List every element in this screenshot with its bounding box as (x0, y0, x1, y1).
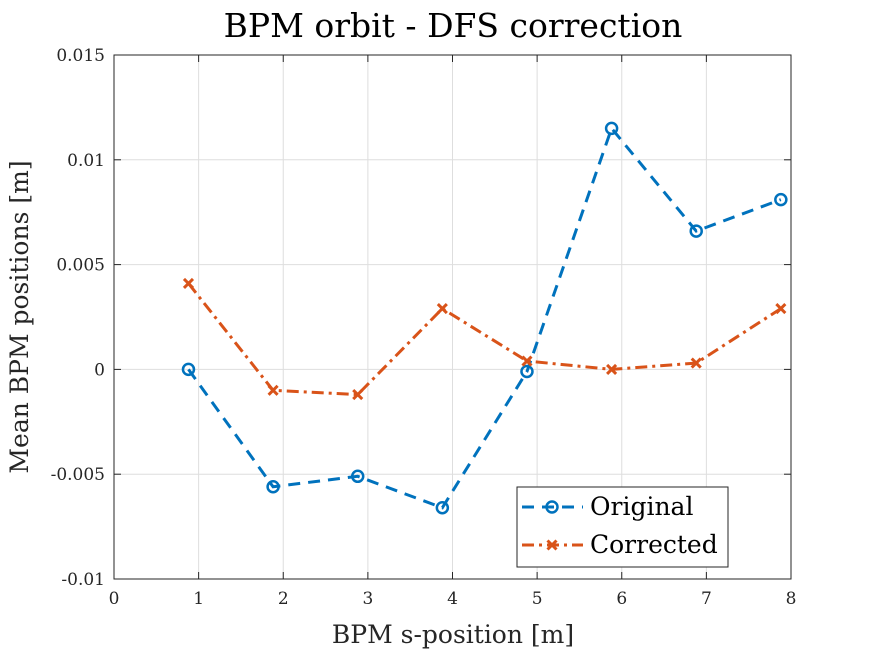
data-point-corrected-stroke (690, 357, 702, 369)
data-point-corrected-stroke (521, 355, 533, 367)
legend-marker-corrected-shape-stroke (546, 539, 558, 551)
legend-label-corrected: Corrected (590, 530, 718, 559)
ticks: 0 1 2 3 4 5 6 7 8 -0.01 -0.005 0 0.005 0.01 0.015 (51, 46, 797, 609)
series-line-corrected (187, 282, 782, 397)
legend-entry-corrected: Corrected (522, 530, 718, 559)
legend-marker-original-shape (545, 500, 559, 514)
x-tick-label: 2 (278, 589, 289, 609)
data-point-corrected (267, 384, 279, 396)
x-tick-label: 0 (109, 589, 120, 609)
data-point-corrected-stroke (606, 363, 618, 375)
data-point-original (604, 121, 619, 136)
y-tick-label: -0.005 (51, 465, 105, 485)
data-point-corrected-stroke (436, 303, 448, 315)
x-tick-label: 4 (447, 589, 458, 609)
legend-entry-original: Original (522, 492, 693, 521)
legend: Original Corrected (516, 486, 729, 568)
data-point-corrected (352, 388, 364, 401)
data-point-corrected-stroke (775, 303, 787, 315)
data-point-corrected (182, 277, 195, 290)
series-line-original (187, 125, 782, 510)
y-tick-label: 0.005 (56, 256, 105, 276)
y-tick-label: -0.01 (61, 570, 105, 590)
x-axis-title: BPM s-position [m] (332, 620, 574, 649)
x-tick-label: 8 (786, 589, 797, 609)
legend-marker-original (545, 500, 559, 514)
x-tick-label: 7 (701, 589, 712, 609)
y-tick-label: 0.015 (56, 46, 105, 66)
data-point-corrected-stroke (267, 384, 279, 396)
y-tick-label: 0.01 (67, 151, 105, 171)
data-point-original (689, 224, 703, 238)
data-point-corrected-stroke (182, 277, 195, 290)
legend-marker-corrected (546, 539, 558, 551)
data-point-original (435, 500, 450, 515)
legend-label-original: Original (590, 492, 693, 521)
x-tick-label: 6 (616, 589, 627, 609)
data-point-original (520, 364, 534, 379)
data-point-original (350, 469, 365, 484)
data-point-corrected (690, 357, 702, 369)
data-point-corrected (606, 363, 618, 375)
x-tick-label: 5 (532, 589, 543, 609)
data-point-corrected (775, 303, 787, 315)
x-tick-label: 3 (362, 589, 373, 609)
y-tick-label: 0 (94, 360, 105, 380)
data-point-original (774, 192, 788, 207)
data-point-corrected (436, 303, 448, 315)
y-axis-title: Mean BPM positions [m] (5, 160, 34, 473)
chart-title: BPM orbit - DFS correction (224, 6, 683, 45)
data-point-corrected-stroke (352, 388, 364, 401)
x-tick-label: 1 (193, 589, 204, 609)
series-layer (181, 121, 788, 515)
data-point-original (181, 362, 196, 377)
legend-marker-corrected-shape (546, 539, 558, 551)
data-point-corrected (521, 355, 533, 367)
data-point-original (266, 480, 280, 494)
